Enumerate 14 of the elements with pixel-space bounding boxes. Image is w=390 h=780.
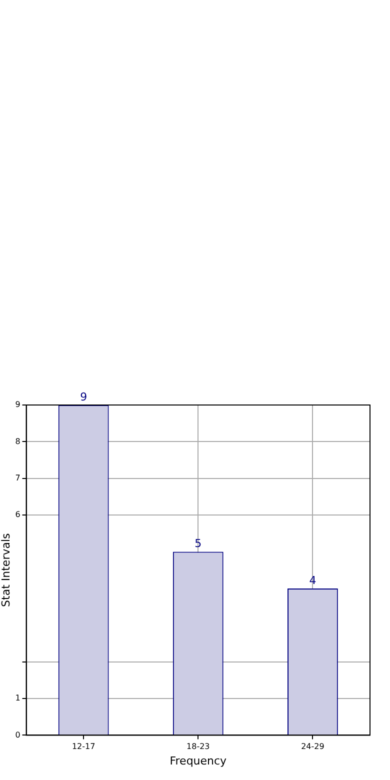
x-tick-label: 12-17 [72,742,96,752]
y-tick-label: 7 [15,473,20,482]
y-axis-title: Stat Intervals [0,532,12,607]
x-tick-label: 24-29 [301,742,324,752]
data-label: 5 [194,537,202,550]
data-label: 4 [309,574,316,587]
y-tick-label: 8 [15,436,20,446]
y-tick-label: 9 [15,400,20,410]
y-tick-label: 1 [15,694,20,703]
y-tick-label: 6 [15,510,20,520]
y-tick-label: 0 [15,730,20,740]
x-axis-title: Frequency [170,754,228,768]
x-tick-label: 18-23 [186,742,210,752]
data-label: 9 [80,390,88,404]
